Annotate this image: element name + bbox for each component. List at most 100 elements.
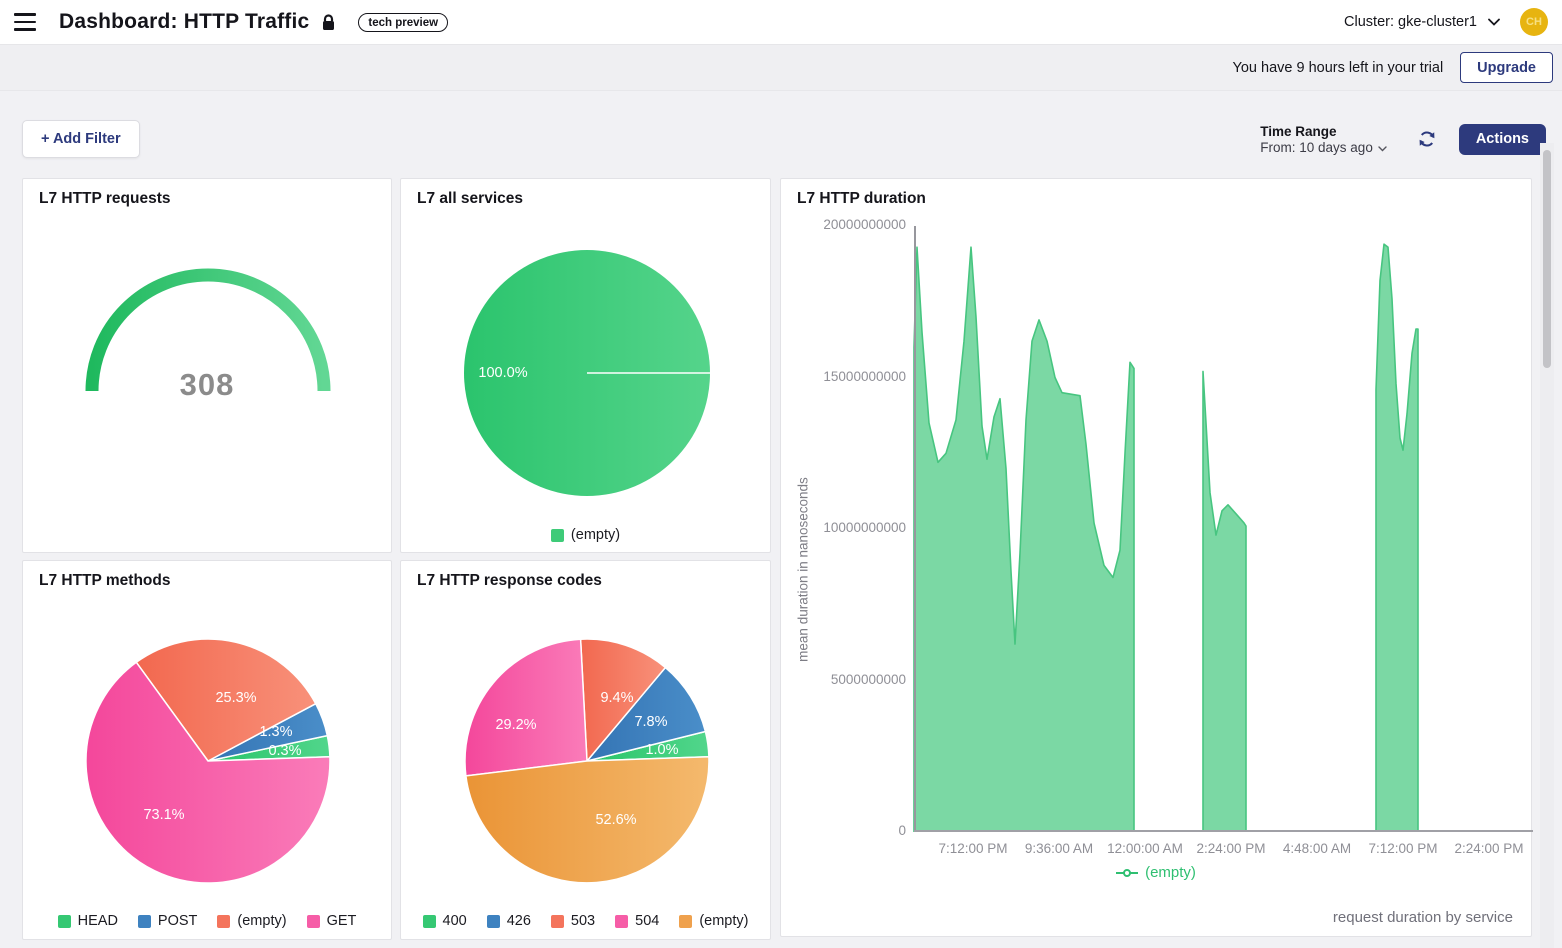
avatar-initials: CH — [1526, 16, 1542, 28]
time-range-selector[interactable]: Time Range From: 10 days ago — [1260, 124, 1387, 155]
y-axis-tick-label: 20000000000 — [823, 217, 906, 232]
menu-icon[interactable] — [14, 11, 40, 33]
legend-label: HEAD — [77, 913, 118, 929]
area-series-fill[interactable] — [914, 247, 1134, 832]
legend-swatch — [217, 914, 231, 928]
pie-slice-504[interactable] — [464, 638, 588, 777]
pie-slice-label: 25.3% — [215, 690, 257, 706]
page-title: Dashboard: HTTP Traffic — [59, 10, 310, 33]
legend-label: 426 — [506, 913, 531, 929]
trial-message: You have 9 hours left in your trial — [1232, 59, 1444, 76]
legend-item-GET[interactable]: GET — [306, 913, 356, 929]
legend-swatch — [550, 528, 564, 542]
pie-slice-empty[interactable] — [135, 638, 317, 762]
pie-slice-label: 29.2% — [495, 717, 537, 733]
scrollbar-track[interactable] — [1540, 143, 1554, 948]
card-l7-http-response-codes: L7 HTTP response codes 1.0% 7.8% 9.4% 29.2%… — [400, 560, 771, 940]
pie-slice-label: 52.6% — [595, 812, 637, 828]
pie-slice-label: 9.4% — [600, 690, 634, 706]
refresh-icon — [1419, 131, 1435, 147]
legend-swatch — [137, 914, 151, 928]
chart-legend: HEAD POST (empty) GET — [23, 913, 391, 929]
legend-item-504[interactable]: 504 — [615, 913, 659, 929]
legend-item-426[interactable]: 426 — [486, 913, 531, 929]
legend-swatch — [486, 914, 500, 928]
legend-swatch — [679, 914, 693, 928]
legend-swatch — [306, 914, 320, 928]
upgrade-button[interactable]: Upgrade — [1460, 52, 1553, 83]
area-series-fill[interactable] — [1203, 371, 1246, 832]
area-series-fill[interactable] — [1376, 244, 1418, 832]
refresh-button[interactable] — [1417, 129, 1437, 149]
area-series-line — [1202, 370, 1247, 832]
pie-slice-label: 0.3% — [268, 743, 302, 759]
legend-swatch — [57, 914, 71, 928]
legend-item-HEAD[interactable]: HEAD — [57, 913, 118, 929]
area-series-line — [913, 246, 1135, 832]
time-range-value: From: 10 days ago — [1260, 139, 1373, 155]
pie-slice-label: 100.0% — [478, 365, 528, 381]
y-axis-tick-label: 15000000000 — [823, 368, 906, 384]
add-filter-button[interactable]: + Add Filter — [22, 120, 140, 158]
y-axis-title: mean duration in nanoseconds — [795, 477, 811, 662]
pie-slice-label: 73.1% — [143, 807, 185, 823]
x-axis-tick-label: 4:48:00 AM — [1282, 841, 1352, 856]
trial-banner: You have 9 hours left in your trial Upgr… — [0, 45, 1562, 91]
pie-slice-label: 7.8% — [634, 714, 668, 730]
y-axis-tick-label: 0 — [898, 823, 906, 838]
chevron-down-icon — [1488, 14, 1500, 30]
app-header: Dashboard: HTTP Traffic tech preview Clu… — [0, 0, 1562, 45]
area-series-line — [1375, 243, 1419, 832]
x-axis-tick-label: 7:12:00 PM — [938, 841, 1008, 856]
actions-button[interactable]: Actions — [1458, 123, 1546, 155]
x-axis-tick-label: 2:24:00 PM — [1196, 841, 1266, 856]
legend-item-empty[interactable]: (empty) — [217, 913, 287, 929]
legend-label: (empty) — [699, 913, 749, 929]
legend-label: (empty) — [237, 913, 287, 929]
gauge-value: 308 — [179, 367, 235, 402]
pie-slice-empty[interactable] — [465, 755, 710, 884]
gauge-chart: 308 — [23, 179, 391, 552]
scrollbar-thumb[interactable] — [1543, 150, 1551, 368]
legend-label: 400 — [442, 913, 467, 929]
legend-label: 503 — [570, 913, 596, 929]
avatar[interactable]: CH — [1520, 8, 1548, 36]
chart-legend: 400 426 503 504 (empty) — [401, 913, 770, 929]
pie-slice-503[interactable] — [579, 638, 667, 762]
legend-label: (empty) — [1145, 864, 1196, 881]
card-title: L7 HTTP response codes — [417, 572, 602, 589]
legend-item-POST[interactable]: POST — [137, 913, 198, 929]
card-l7-http-requests: L7 HTTP requests 308 — [22, 178, 392, 553]
legend-item-503[interactable]: 503 — [550, 913, 596, 929]
chart-caption: request duration by service — [1332, 909, 1513, 926]
cluster-selector-label: Cluster: gke-cluster1 — [1344, 14, 1477, 30]
legend-label: 504 — [635, 913, 660, 929]
legend-swatch — [615, 914, 629, 928]
cluster-selector[interactable]: Cluster: gke-cluster1 — [1344, 14, 1500, 30]
legend-swatch — [550, 914, 564, 928]
chart-legend: (empty) — [401, 527, 770, 543]
y-axis-tick-label: 10000000000 — [823, 520, 906, 535]
card-title: L7 HTTP duration — [797, 190, 926, 207]
x-axis-tick-label: 7:12:00 PM — [1368, 841, 1438, 856]
pie-slice-GET[interactable] — [85, 661, 331, 884]
pie-chart: 100.0% (empty) — [401, 179, 770, 552]
pie-chart: 1.0% 7.8% 9.4% 29.2% 52.6% 400 426 503 504 (empty… — [401, 561, 770, 939]
card-title: L7 all services — [417, 190, 523, 207]
legend-item-empty[interactable]: (empty) — [679, 913, 748, 929]
legend-label: (empty) — [570, 527, 621, 543]
legend-label: POST — [157, 913, 198, 929]
card-l7-http-duration: L7 HTTP duration 20000000000 15000000000 1… — [780, 178, 1533, 937]
tech-preview-badge: tech preview — [358, 12, 449, 32]
gauge-arc — [85, 268, 331, 392]
legend-item-empty[interactable]: (empty) — [550, 527, 621, 543]
legend-item-empty[interactable]: (empty) — [781, 864, 1531, 881]
x-axis-tick-label: 9:36:00 AM — [1024, 841, 1094, 856]
chevron-down-icon — [1378, 140, 1387, 155]
area-chart: 20000000000 15000000000 10000000000 5000000… — [781, 179, 1533, 936]
legend-item-400[interactable]: 400 — [422, 913, 467, 929]
legend-swatch — [422, 914, 436, 928]
x-axis-tick-label: 2:24:00 PM — [1454, 841, 1524, 856]
pie-slice-426[interactable] — [586, 666, 707, 762]
